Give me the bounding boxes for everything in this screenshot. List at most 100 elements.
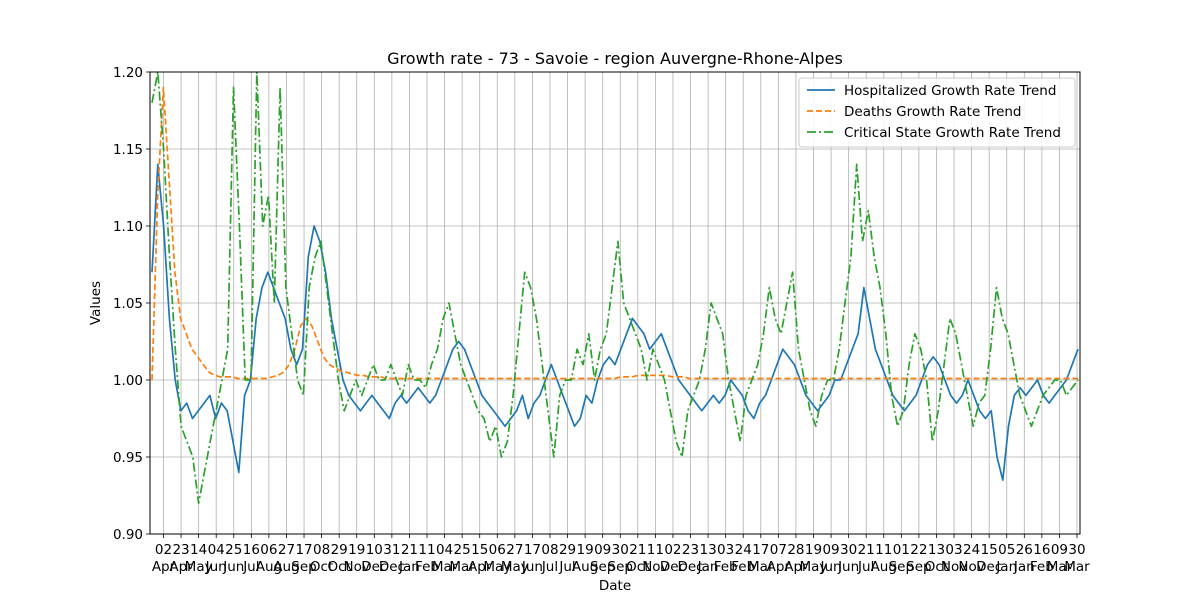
x-tick-day: 29 xyxy=(559,542,576,558)
legend: Hospitalized Growth Rate Trend Deaths Gro… xyxy=(798,77,1076,148)
x-tick-month: Sep xyxy=(608,559,633,575)
y-tick-label: 0.95 xyxy=(113,450,143,466)
x-axis-ticks: 02Apr23Apr14May04Jun25Jun16Jul06Aug27Aug… xyxy=(152,534,1090,575)
x-tick-day: 25 xyxy=(225,542,242,558)
x-tick-day: 28 xyxy=(787,542,804,558)
x-tick-day: 19 xyxy=(577,542,594,558)
x-tick-day: 30 xyxy=(1068,542,1085,558)
x-tick-month: Mar xyxy=(432,559,458,575)
x-tick-month: Jul xyxy=(541,559,558,575)
x-tick-month: Nov xyxy=(941,559,967,575)
x-tick-day: 02 xyxy=(155,542,172,558)
x-tick-day: 21 xyxy=(629,542,646,558)
x-tick-month: Dec xyxy=(379,559,405,575)
x-tick-month: Jun xyxy=(521,559,543,575)
x-tick-month: Jul xyxy=(242,559,259,575)
x-tick-day: 23 xyxy=(682,542,699,558)
x-tick-day: 09 xyxy=(594,542,611,558)
x-tick-month: Dec xyxy=(976,559,1002,575)
x-tick-day: 06 xyxy=(260,542,277,558)
x-tick-day: 21 xyxy=(401,542,418,558)
x-tick-day: 24 xyxy=(735,542,752,558)
x-tick-day: 11 xyxy=(418,542,435,558)
x-tick-month: Nov xyxy=(642,559,668,575)
y-tick-label: 1.00 xyxy=(113,373,143,389)
x-tick-day: 15 xyxy=(981,542,998,558)
x-tick-day: 04 xyxy=(436,542,453,558)
x-tick-month: Aug xyxy=(256,559,282,575)
x-tick-month: Feb xyxy=(415,559,439,575)
x-tick-day: 19 xyxy=(805,542,822,558)
series-lines xyxy=(151,72,1079,505)
y-tick-label: 1.05 xyxy=(113,296,143,312)
legend-label: Hospitalized Growth Rate Trend xyxy=(844,83,1056,99)
x-tick-month: Sep xyxy=(291,559,316,575)
x-tick-month: Dec xyxy=(677,559,703,575)
x-tick-day: 26 xyxy=(1016,542,1033,558)
x-tick-month: Jan xyxy=(398,559,420,575)
x-tick-month: Apr xyxy=(152,559,176,575)
x-tick-month: Jun xyxy=(205,559,227,575)
x-tick-month: Oct xyxy=(328,559,351,575)
x-tick-month: Apr xyxy=(767,559,791,575)
x-tick-month: Dec xyxy=(361,559,387,575)
x-tick-month: Apr xyxy=(169,559,193,575)
x-tick-day: 22 xyxy=(910,542,927,558)
x-tick-day: 23 xyxy=(172,542,189,558)
x-tick-month: Jul xyxy=(857,559,874,575)
x-tick-day: 25 xyxy=(454,542,471,558)
x-tick-month: Jan xyxy=(1013,559,1035,575)
x-tick-day: 16 xyxy=(1033,542,1050,558)
x-tick-day: 10 xyxy=(366,542,383,558)
x-tick-month: Sep xyxy=(590,559,615,575)
x-tick-day: 02 xyxy=(664,542,681,558)
x-tick-day: 16 xyxy=(243,542,260,558)
x-tick-day: 04 xyxy=(208,542,225,558)
x-axis-label: Date xyxy=(599,578,631,594)
x-tick-month: Mar xyxy=(449,559,475,575)
x-tick-day: 30 xyxy=(840,542,857,558)
x-tick-month: Mar xyxy=(1064,559,1090,575)
x-tick-day: 11 xyxy=(875,542,892,558)
x-tick-month: Oct xyxy=(925,559,948,575)
x-tick-day: 05 xyxy=(998,542,1015,558)
x-tick-day: 17 xyxy=(524,542,541,558)
x-tick-day: 09 xyxy=(1051,542,1068,558)
x-tick-day: 13 xyxy=(928,542,945,558)
y-axis-ticks: 0.90 0.95 1.00 1.05 1.10 1.15 1.20 xyxy=(113,65,150,543)
x-tick-month: Jan xyxy=(697,559,719,575)
x-tick-day: 08 xyxy=(541,542,558,558)
y-tick-label: 0.90 xyxy=(113,527,143,543)
x-tick-month: Feb xyxy=(731,559,755,575)
x-tick-month: May xyxy=(501,559,529,575)
x-tick-month: Apr xyxy=(468,559,492,575)
x-tick-month: Sep xyxy=(889,559,914,575)
x-tick-day: 21 xyxy=(858,542,875,558)
series-line-1 xyxy=(151,163,1079,481)
x-tick-month: Aug xyxy=(572,559,598,575)
series-line-2 xyxy=(151,86,1078,381)
x-tick-month: Jan xyxy=(995,559,1017,575)
x-tick-day: 08 xyxy=(313,542,330,558)
x-tick-day: 03 xyxy=(945,542,962,558)
y-tick-label: 1.20 xyxy=(113,65,143,81)
x-tick-month: Mar xyxy=(748,559,774,575)
x-tick-month: Mar xyxy=(1047,559,1073,575)
legend-label: Deaths Growth Rate Trend xyxy=(844,104,1022,120)
x-tick-day: 17 xyxy=(752,542,769,558)
x-tick-month: Aug xyxy=(273,559,299,575)
legend-label: Critical State Growth Rate Trend xyxy=(844,125,1061,141)
x-tick-day: 24 xyxy=(963,542,980,558)
x-tick-day: 29 xyxy=(331,542,348,558)
x-tick-month: Dec xyxy=(660,559,686,575)
x-tick-day: 19 xyxy=(348,542,365,558)
chart-title: Growth rate - 73 - Savoie - region Auver… xyxy=(387,49,843,68)
x-tick-day: 27 xyxy=(506,542,523,558)
x-tick-day: 17 xyxy=(295,542,312,558)
x-tick-day: 30 xyxy=(612,542,629,558)
x-tick-month: May xyxy=(483,559,511,575)
x-tick-month: May xyxy=(800,559,828,575)
y-tick-label: 1.10 xyxy=(113,219,143,235)
legend-box xyxy=(798,77,1076,148)
x-tick-month: Jun xyxy=(820,559,842,575)
